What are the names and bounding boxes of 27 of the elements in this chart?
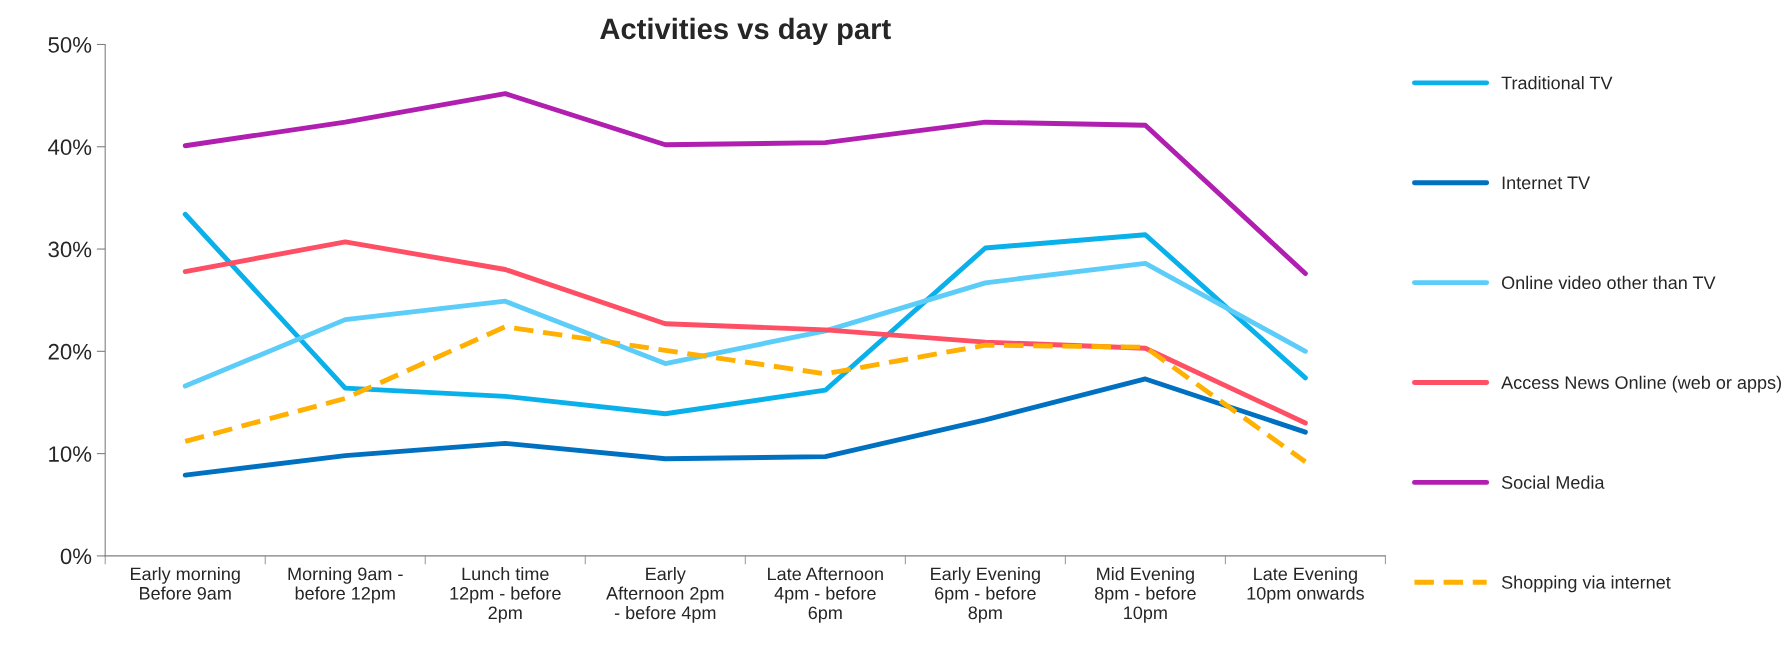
legend-label: Shopping via internet — [1501, 575, 1671, 593]
y-tick-label: 30% — [48, 241, 92, 258]
x-tick-label: Late Evening 10pm onwards — [1247, 567, 1364, 604]
legend-label: Online video other than TV — [1501, 275, 1716, 290]
y-tick-label: 20% — [48, 343, 92, 360]
legend-label: Traditional TV — [1501, 76, 1613, 90]
chart-title: Activities vs day part — [600, 17, 891, 45]
x-tick-label: Late Afternoon 4pm - before 6pm — [768, 567, 883, 623]
x-tick-label: Early morning Before 9am — [131, 567, 240, 600]
line-series — [182, 211, 1308, 417]
x-tick-label: Morning 9am - before 12pm — [288, 567, 403, 604]
y-tick-label: 0% — [60, 548, 92, 565]
legend-label: Internet TV — [1502, 176, 1591, 190]
legend-label: Access News Online (web or apps) — [1501, 375, 1781, 393]
y-tick-label: 50% — [48, 37, 92, 53]
x-tick-label: Lunch time 12pm - before 2pm — [450, 567, 561, 623]
x-tick-label: Mid Evening 8pm - before 10pm — [1094, 567, 1196, 623]
x-tick-label: Early Evening 6pm - before 8pm — [931, 567, 1040, 623]
line-series — [182, 324, 1308, 465]
line-series — [182, 260, 1308, 389]
line-series — [182, 91, 1308, 277]
line-series — [182, 376, 1308, 478]
x-tick-label: Early Afternoon 2pm - before 4pm — [606, 567, 724, 623]
line-series — [182, 239, 1308, 426]
y-tick-label: 40% — [48, 139, 92, 156]
y-tick-label: 10% — [49, 446, 92, 462]
legend-label: Social Media — [1501, 475, 1605, 489]
